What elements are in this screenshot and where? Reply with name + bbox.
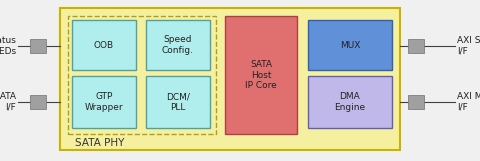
Text: SATA PHY: SATA PHY <box>75 138 124 148</box>
FancyBboxPatch shape <box>408 39 424 53</box>
Text: AXI Master
I/F: AXI Master I/F <box>457 92 480 112</box>
Text: Speed
Config.: Speed Config. <box>162 35 194 55</box>
Text: GTP
Wrapper: GTP Wrapper <box>84 92 123 112</box>
Text: DCM/
PLL: DCM/ PLL <box>166 92 190 112</box>
FancyBboxPatch shape <box>146 76 210 128</box>
FancyBboxPatch shape <box>408 95 424 109</box>
FancyBboxPatch shape <box>308 20 392 70</box>
FancyBboxPatch shape <box>146 20 210 70</box>
FancyBboxPatch shape <box>225 16 297 134</box>
Text: SATA
Host
IP Core: SATA Host IP Core <box>245 60 277 90</box>
FancyBboxPatch shape <box>72 20 136 70</box>
FancyBboxPatch shape <box>308 76 392 128</box>
FancyBboxPatch shape <box>60 8 400 150</box>
Text: AXI Slave
I/F: AXI Slave I/F <box>457 36 480 56</box>
Text: SATA
I/F: SATA I/F <box>0 92 16 112</box>
Text: Status
LEDs: Status LEDs <box>0 36 16 56</box>
FancyBboxPatch shape <box>72 76 136 128</box>
FancyBboxPatch shape <box>30 95 46 109</box>
Text: DMA
Engine: DMA Engine <box>335 92 366 112</box>
Text: MUX: MUX <box>340 41 360 49</box>
FancyBboxPatch shape <box>30 39 46 53</box>
Text: OOB: OOB <box>94 41 114 49</box>
